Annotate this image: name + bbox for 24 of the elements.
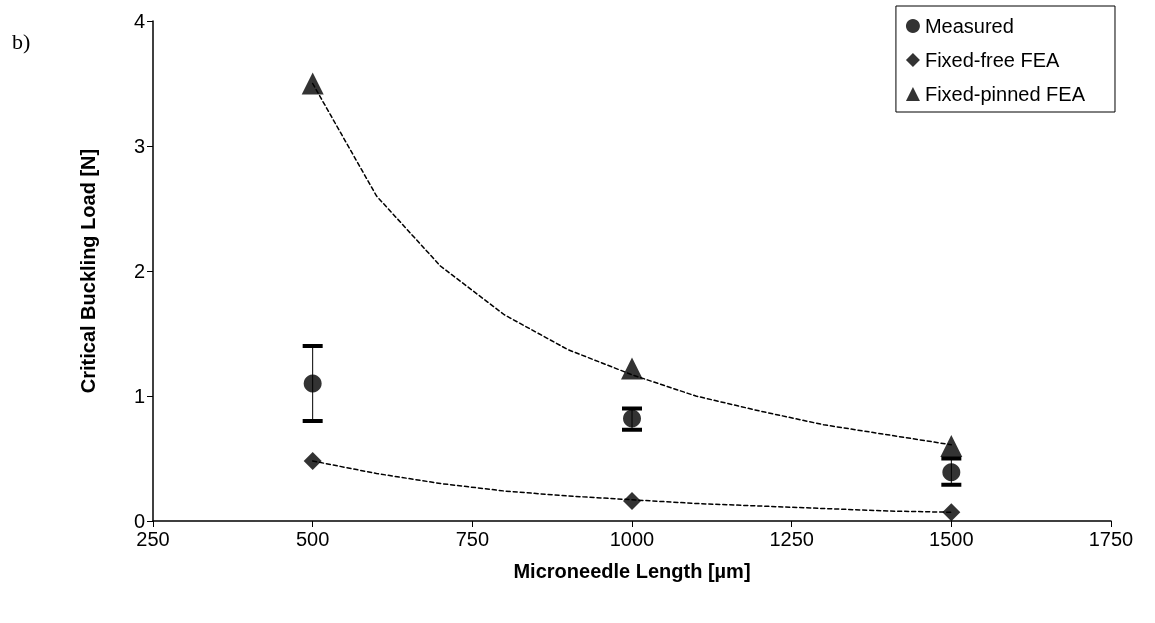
point — [303, 374, 322, 393]
x-tick-label: 1750 — [1088, 528, 1134, 550]
legend-label: Measured — [924, 15, 1014, 37]
point — [942, 503, 961, 522]
legend-label: Fixed-free FEA — [924, 49, 1061, 71]
legend-label: Fixed-pinned FEA — [924, 83, 1086, 105]
y-tick-label: 1 — [133, 385, 145, 407]
point — [303, 452, 322, 470]
x-tick-label: 750 — [455, 528, 490, 550]
point — [621, 357, 643, 380]
y-tick-label: 4 — [133, 10, 145, 32]
y-axis-title: Critical Buckling Load [N] — [77, 148, 99, 394]
point — [940, 435, 963, 457]
text: b) — [12, 28, 31, 54]
y-tick-label: 3 — [133, 135, 145, 157]
point — [942, 463, 961, 482]
y-tick-label: 2 — [133, 260, 145, 282]
x-tick-label: 1500 — [929, 528, 974, 550]
x-tick-label: 1000 — [609, 528, 655, 550]
x-axis-title: Microneedle Length [µm] — [513, 560, 751, 582]
point — [623, 492, 641, 510]
x-tick-label: 1250 — [769, 528, 814, 550]
x-tick-label: 500 — [295, 528, 330, 550]
point — [301, 72, 324, 95]
